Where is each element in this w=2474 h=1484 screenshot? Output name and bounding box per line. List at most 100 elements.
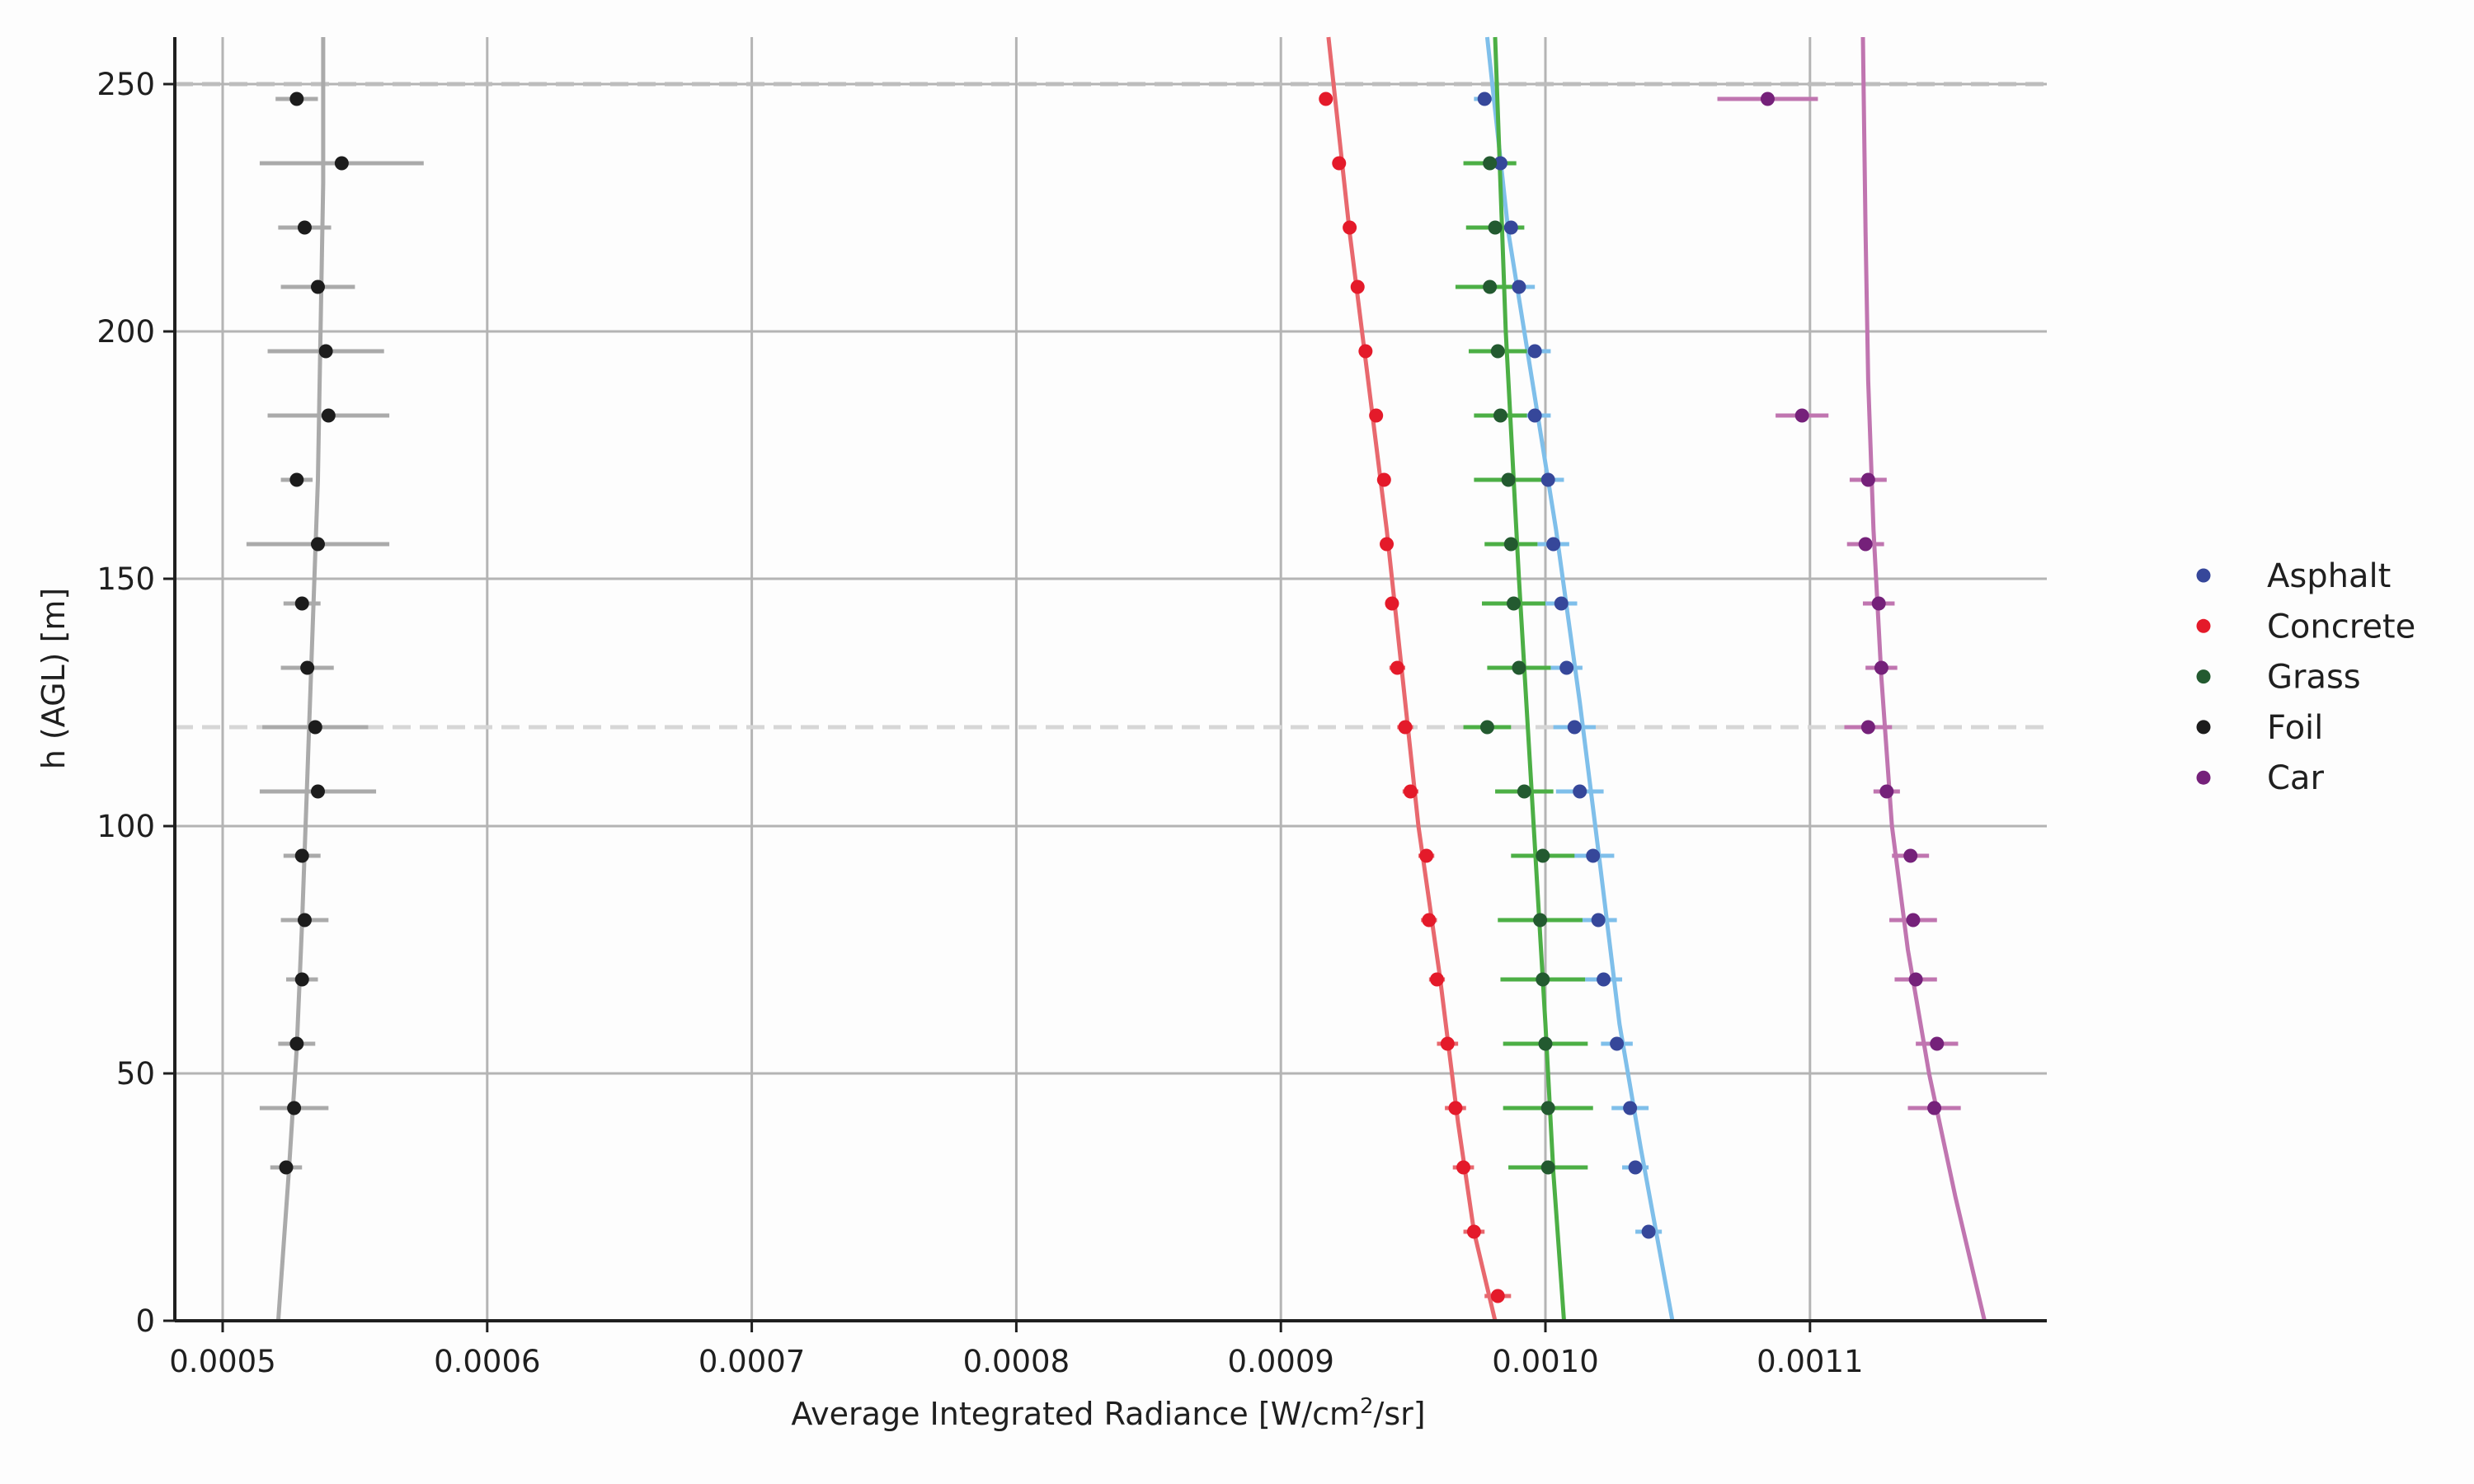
legend-label: Concrete <box>2267 608 2415 646</box>
concrete-data-point <box>1422 913 1437 928</box>
asphalt-data-point <box>1527 408 1542 423</box>
car-data-point <box>1903 848 1918 863</box>
asphalt-data-point <box>1546 537 1561 552</box>
concrete-data-point <box>1319 92 1333 106</box>
grass-data-point <box>1507 596 1522 611</box>
foil-data-point <box>310 279 325 294</box>
grass-data-point <box>1483 279 1498 294</box>
car-data-point <box>1871 596 1886 611</box>
car-data-point <box>1874 660 1888 675</box>
asphalt-data-point <box>1623 1101 1638 1115</box>
car-data-point <box>1906 913 1921 928</box>
asphalt-data-point <box>1559 660 1574 675</box>
legend-marker-icon <box>2196 770 2211 785</box>
car-data-point <box>1860 472 1875 487</box>
x-axis-ticks: 0.0005 0.0006 0.0007 0.0008 0.0009 0.0010 0.00… <box>169 1321 1864 1379</box>
foil-data-point <box>300 660 315 675</box>
legend: Asphalt Concrete Grass Foil Car <box>2196 557 2415 797</box>
legend-item-foil: Foil <box>2196 709 2323 747</box>
grass-data-point <box>1488 220 1503 235</box>
concrete-data-point <box>1380 537 1395 552</box>
foil-data-point <box>297 913 312 928</box>
foil-data-point <box>321 408 336 423</box>
x-tick-label: 0.0006 <box>434 1344 540 1379</box>
asphalt-data-point <box>1477 92 1492 106</box>
asphalt-data-point <box>1641 1224 1656 1239</box>
asphalt-data-point <box>1573 784 1587 799</box>
concrete-data-point <box>1332 156 1347 171</box>
concrete-data-point <box>1429 972 1444 987</box>
foil-data-point <box>294 596 309 611</box>
foil-data-point <box>287 1101 302 1115</box>
grass-data-point <box>1533 913 1548 928</box>
y-tick-label: 100 <box>96 809 155 844</box>
foil-data-point <box>308 720 322 735</box>
x-axis-label: Average Integrated Radiance [W/cm2/sr] <box>791 1394 1425 1432</box>
y-axis-label: h (AGL) [m] <box>35 588 72 770</box>
foil-data-point <box>310 537 325 552</box>
foil-data-point <box>294 972 309 987</box>
asphalt-data-point <box>1628 1160 1643 1175</box>
foil-data-point <box>334 156 349 171</box>
grass-data-point <box>1536 972 1550 987</box>
foil-data-point <box>289 472 304 487</box>
legend-item-car: Car <box>2196 759 2324 797</box>
asphalt-data-point <box>1567 720 1582 735</box>
x-tick-label: 0.0009 <box>1227 1344 1333 1379</box>
asphalt-data-point <box>1540 472 1555 487</box>
data-points <box>279 92 1945 1303</box>
y-tick-label: 150 <box>96 561 155 597</box>
legend-marker-icon <box>2196 669 2211 684</box>
grass-data-point <box>1540 1101 1555 1115</box>
car-data-point <box>1879 784 1894 799</box>
legend-marker-icon <box>2196 720 2211 735</box>
grass-data-point <box>1503 537 1518 552</box>
grass-data-point <box>1536 848 1550 863</box>
asphalt-data-point <box>1527 344 1542 359</box>
grass-fit-line <box>1493 36 1566 1322</box>
y-tick-label: 0 <box>135 1303 155 1339</box>
legend-label: Grass <box>2267 659 2361 697</box>
concrete-data-point <box>1358 344 1373 359</box>
concrete-data-point <box>1456 1160 1471 1175</box>
concrete-data-point <box>1466 1224 1481 1239</box>
grass-data-point <box>1512 660 1526 675</box>
legend-marker-icon <box>2196 568 2211 583</box>
grass-data-point <box>1517 784 1531 799</box>
foil-data-point <box>310 784 325 799</box>
foil-data-point <box>318 344 333 359</box>
concrete-data-point <box>1390 660 1404 675</box>
x-tick-label: 0.0007 <box>698 1344 805 1379</box>
grass-data-point <box>1501 472 1516 487</box>
legend-label: Asphalt <box>2267 557 2391 595</box>
car-data-point <box>1930 1036 1945 1051</box>
concrete-data-point <box>1419 848 1434 863</box>
foil-data-point <box>289 1036 304 1051</box>
y-tick-label: 250 <box>96 67 155 102</box>
car-data-point <box>1794 408 1809 423</box>
concrete-data-point <box>1440 1036 1455 1051</box>
car-data-point <box>1860 720 1875 735</box>
grass-data-point <box>1538 1036 1553 1051</box>
foil-data-point <box>297 220 312 235</box>
concrete-data-point <box>1369 408 1384 423</box>
asphalt-data-point <box>1512 279 1526 294</box>
car-data-point <box>1760 92 1775 106</box>
concrete-data-point <box>1376 472 1391 487</box>
legend-item-asphalt: Asphalt <box>2196 557 2391 595</box>
foil-data-point <box>289 92 304 106</box>
y-axis-ticks: 0 50 100 150 200 250 <box>96 67 175 1339</box>
car-fit-line <box>1860 36 1987 1322</box>
concrete-data-point <box>1403 784 1418 799</box>
asphalt-data-point <box>1503 220 1518 235</box>
asphalt-data-point <box>1591 913 1606 928</box>
legend-label: Car <box>2267 759 2324 797</box>
asphalt-data-point <box>1597 972 1611 987</box>
x-tick-label: 0.0008 <box>963 1344 1070 1379</box>
legend-item-grass: Grass <box>2196 659 2361 697</box>
grass-data-point <box>1490 344 1505 359</box>
asphalt-data-point <box>1610 1036 1625 1051</box>
car-data-point <box>1858 537 1873 552</box>
